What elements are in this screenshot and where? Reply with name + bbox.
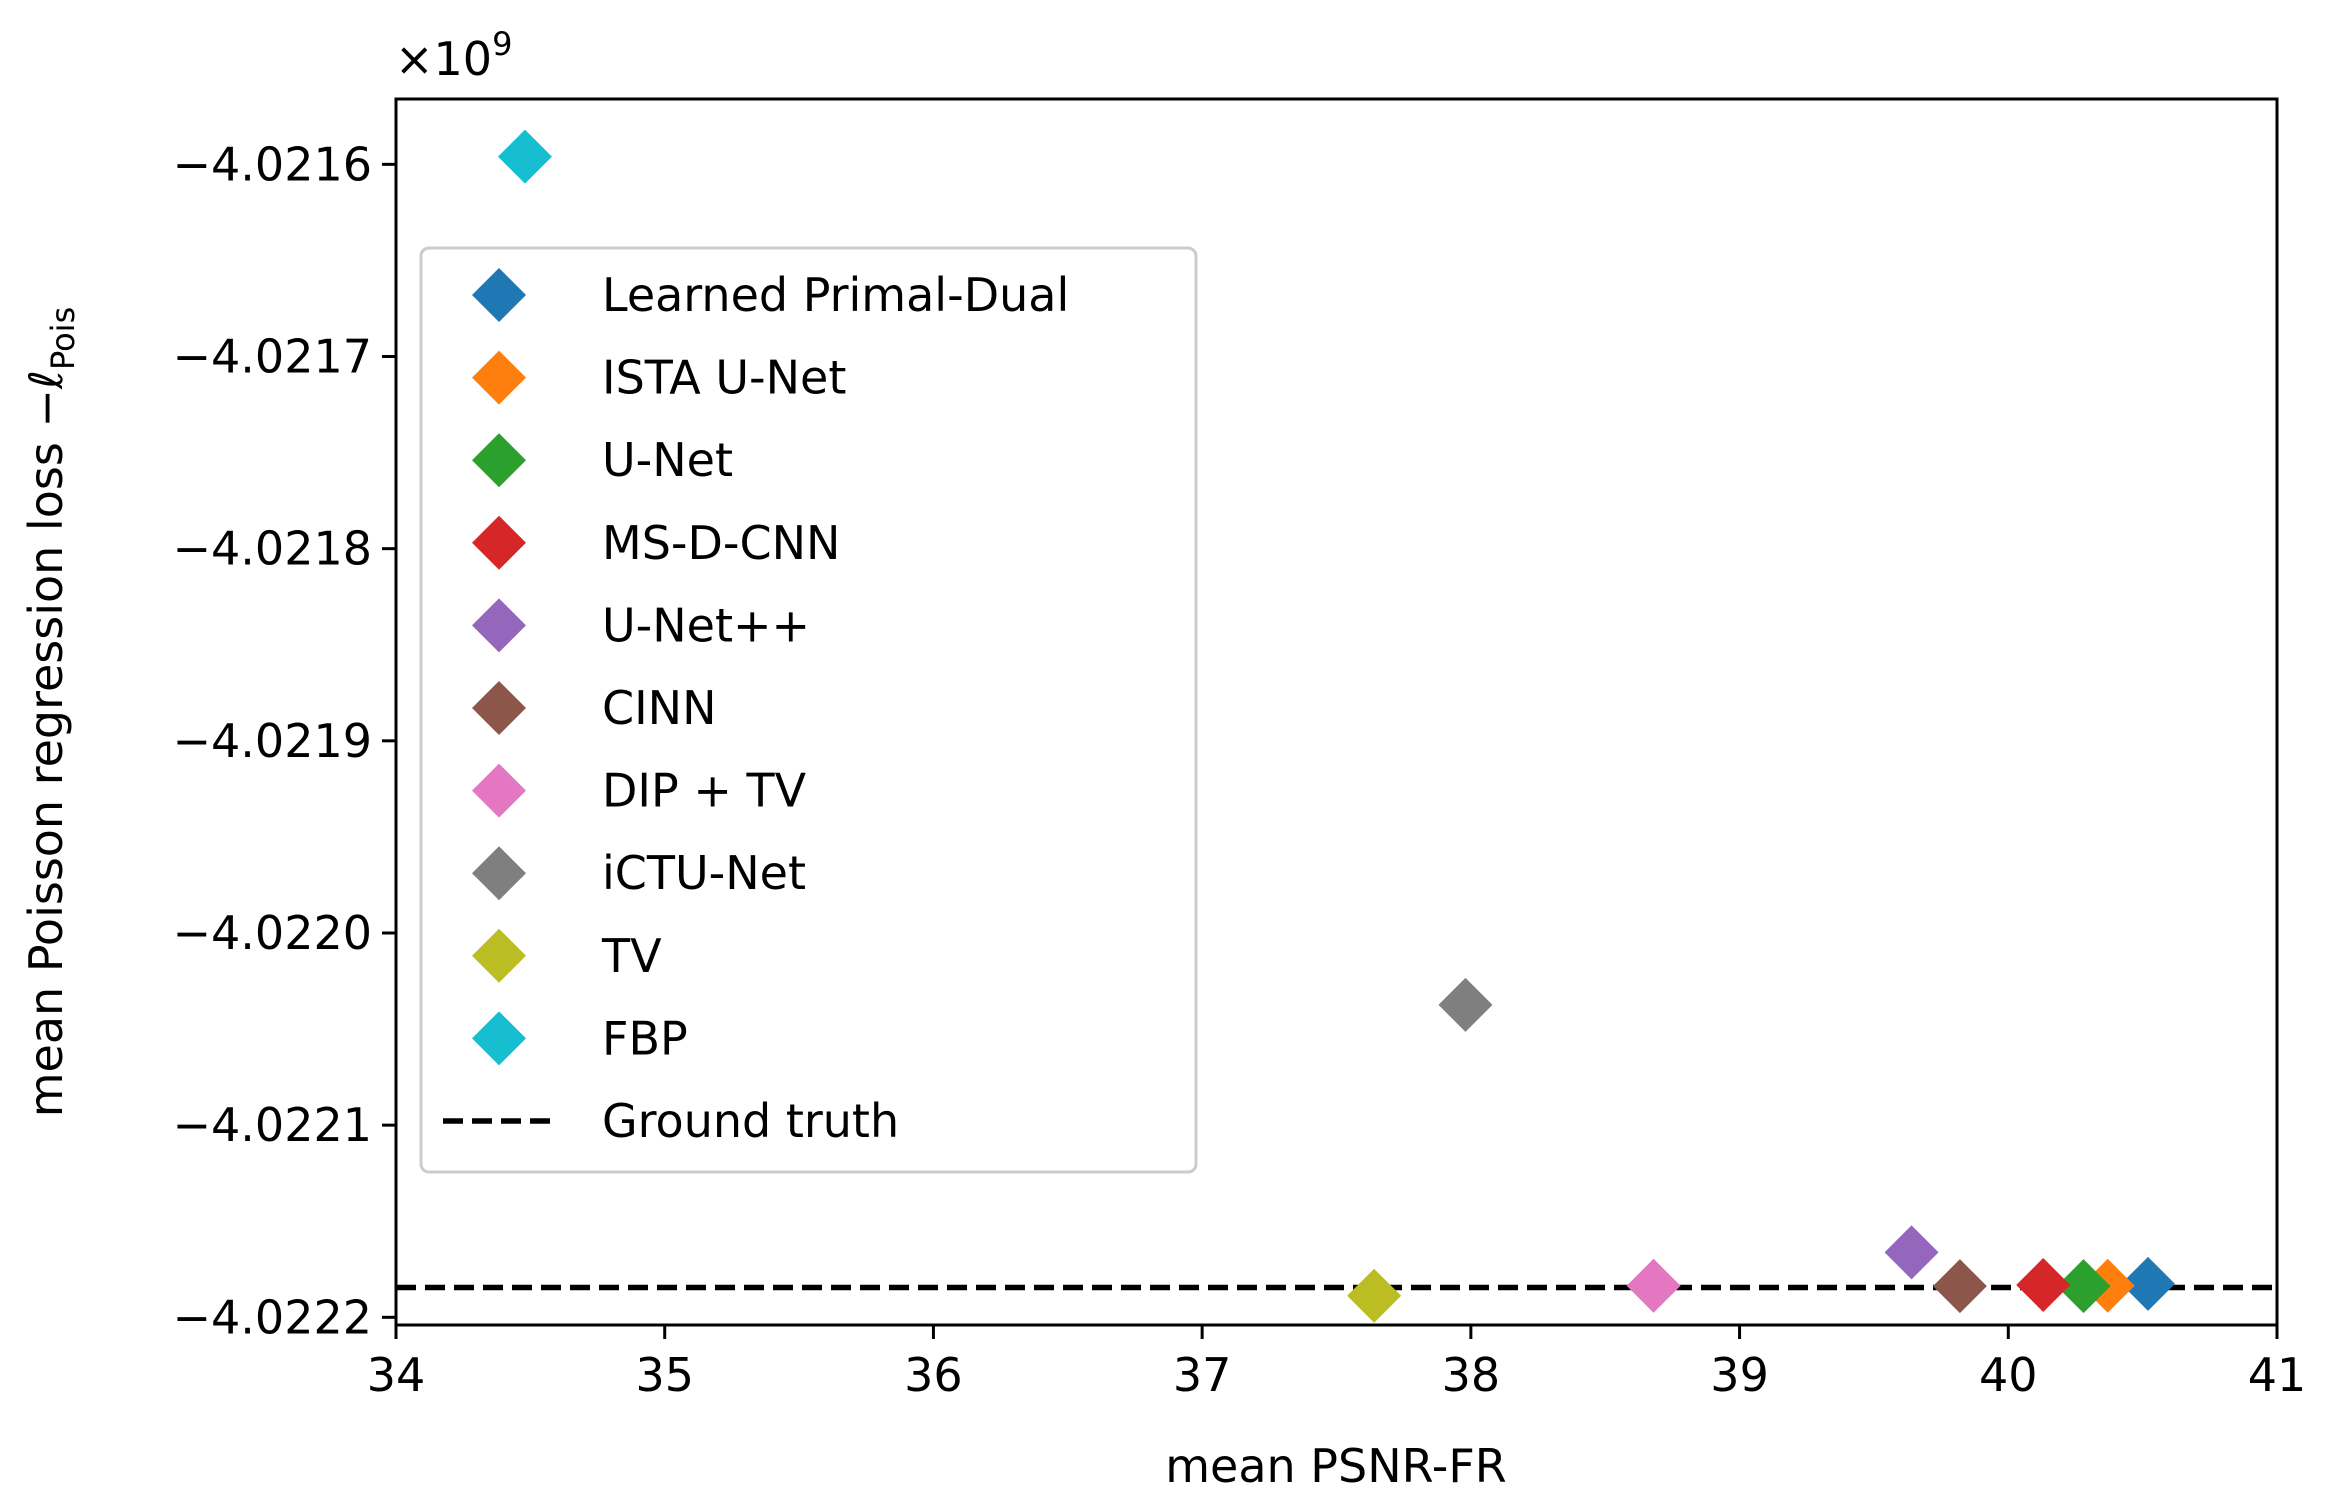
point-tv [1347,1268,1402,1323]
x-tick-label: 41 [2248,1348,2307,1402]
legend-marker-learned-primal-dual [472,268,526,322]
y-tick-label: −4.0218 [173,522,373,576]
x-tick-label: 35 [635,1348,694,1402]
x-tick-label: 36 [904,1348,963,1402]
y-tick-label: −4.0221 [173,1098,373,1152]
legend-label-u-net: U-Net++ [602,598,810,652]
legend-label-dip-tv: DIP + TV [602,764,807,818]
y-axis-label-subscript: Pois [44,307,82,370]
legend-marker-u-net [472,433,526,488]
legend-marker-cinn [472,681,526,735]
legend-label-ground-truth: Ground truth [602,1094,899,1148]
y-offset-exponent: 9 [492,25,512,63]
legend-marker-ictu-net [472,846,526,901]
x-tick-label: 34 [367,1348,426,1402]
x-tick-label: 40 [1979,1348,2038,1402]
legend-label-learned-primal-dual: Learned Primal-Dual [602,268,1069,322]
y-tick-label: −4.0217 [173,329,373,383]
point-fbp [497,129,552,184]
legend-label-fbp: FBP [602,1011,688,1065]
points-layer [497,129,2176,1323]
x-tick-label: 38 [1442,1348,1501,1402]
point-ictu-net [1438,977,1493,1032]
legend-marker-ms-d-cnn [472,515,526,570]
legend-label-ms-d-cnn: MS-D-CNN [602,516,840,570]
y-offset-base: ×10 [395,32,492,86]
legend-label-ictu-net: iCTU-Net [602,846,806,900]
y-offset-label: ×109 [395,25,512,86]
legend-label-u-net: U-Net [602,433,733,487]
legend-label-tv: TV [601,929,662,983]
y-axis-label: mean Poisson regression loss −ℓPois [19,307,82,1118]
y-tick-label: −4.0220 [173,906,373,960]
x-tick-label: 37 [1173,1348,1232,1402]
point-cinn [1932,1259,1987,1314]
legend-label-cinn: CINN [602,681,717,735]
legend-marker-fbp [472,1011,526,1066]
point-ms-d-cnn [2016,1258,2071,1313]
point-u-net [1884,1225,1939,1280]
legend-marker-dip-tv [472,763,526,818]
legend: Learned Primal-Dual ISTA U-Net U-Net MS-D-C… [419,246,1198,1174]
y-axis-label-main: mean Poisson regression loss −ℓ [19,370,73,1117]
point-u-net [2056,1259,2111,1314]
x-axis: 34 35 36 37 38 39 40 41 [367,1325,2307,1402]
legend-label-ista-u-net: ISTA U-Net [602,351,846,405]
legend-marker-ista-u-net [472,350,526,405]
y-tick-label: −4.0216 [173,137,373,191]
y-axis: −4.0216 −4.0217 −4.0218 −4.0219 −4.0220 −4.02… [173,137,396,1344]
x-axis-label: mean PSNR-FR [1165,1439,1507,1493]
plot-frame [394,97,2279,1327]
legend-marker-u-net [472,598,526,653]
x-tick-label: 39 [1710,1348,1769,1402]
legend-box [419,246,1198,1174]
legend-marker-tv [472,928,526,983]
point-dip-tv [1626,1258,1681,1313]
y-tick-label: −4.0219 [173,714,373,768]
point-learned-primal-dual [2121,1256,2176,1311]
y-tick-label: −4.0222 [173,1290,373,1344]
